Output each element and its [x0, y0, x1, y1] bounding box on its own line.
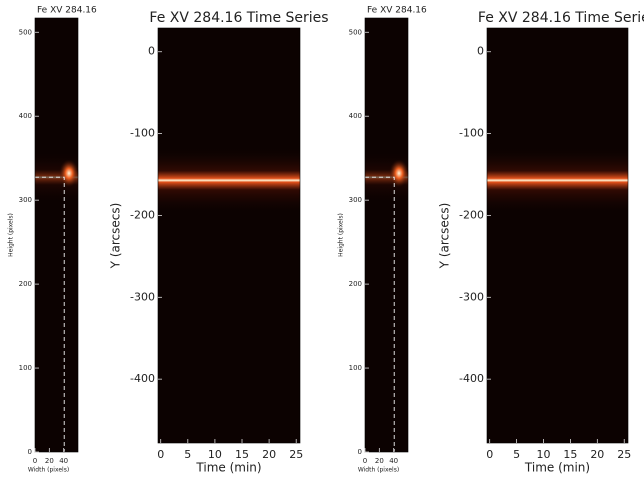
axes-frame [157, 27, 301, 444]
x-axis-label: Width (pixels) [358, 467, 399, 474]
axes-frame [364, 17, 409, 453]
panel-title: Fe XV 284.16 [367, 6, 427, 16]
y-axis-label: Y (arcsecs) [109, 203, 123, 270]
x-tick-label: 15 [563, 448, 577, 461]
y-tick-label: 200 [19, 280, 32, 288]
x-tick-label: 40 [59, 457, 68, 465]
image-background [365, 18, 408, 452]
y-tick-label: -300 [130, 290, 155, 303]
emission-loop [59, 159, 79, 188]
emission-band [487, 148, 628, 213]
y-tick-label: 0 [477, 45, 484, 58]
y-tick-label: 100 [19, 364, 32, 372]
x-tick-label: 20 [262, 448, 276, 461]
y-tick-label: 500 [349, 28, 362, 36]
x-tick-label: 25 [289, 448, 303, 461]
y-tick-label: 0 [358, 448, 362, 456]
y-tick-label: -400 [130, 372, 155, 385]
x-tick-label: 10 [208, 448, 222, 461]
panel-title: Fe XV 284.16 Time Series [478, 10, 644, 26]
dashed-guide [365, 176, 395, 452]
x-tick-label: 40 [389, 457, 398, 465]
y-axis-label: Y (arcsecs) [438, 203, 452, 270]
y-tick-label: -100 [130, 127, 155, 140]
x-tick-label: 20 [590, 448, 604, 461]
x-tick-label: 25 [617, 448, 631, 461]
x-axis-label: Time (min) [524, 461, 590, 475]
y-tick-label: -100 [459, 127, 484, 140]
y-tick-label: 400 [349, 112, 362, 120]
emission-loop [389, 159, 409, 188]
panel-title: Fe XV 284.16 [37, 6, 97, 16]
axes-frame [486, 27, 629, 444]
y-tick-label: 0 [28, 448, 32, 456]
x-axis-label: Time (min) [195, 461, 261, 475]
image-background [35, 18, 78, 452]
y-tick-label: 500 [19, 28, 32, 36]
y-axis-label: Height (pixels) [338, 213, 345, 257]
y-tick-label: -200 [459, 208, 484, 221]
y-tick-label: 400 [19, 112, 32, 120]
y-axis-label: Height (pixels) [8, 213, 15, 257]
x-tick-label: 5 [184, 448, 191, 461]
x-tick-label: 0 [157, 448, 164, 461]
x-tick-label: 0 [33, 457, 37, 465]
panel-title: Fe XV 284.16 Time Series [149, 10, 328, 26]
y-tick-label: 300 [19, 196, 32, 204]
y-tick-label: -200 [130, 208, 155, 221]
x-tick-label: 5 [513, 448, 520, 461]
emission-band [158, 148, 300, 213]
y-tick-label: 100 [349, 364, 362, 372]
dashed-guide [35, 176, 65, 452]
image-background [158, 28, 300, 443]
x-tick-label: 10 [537, 448, 551, 461]
x-tick-label: 0 [363, 457, 367, 465]
y-tick-label: 0 [148, 45, 155, 58]
x-tick-label: 20 [45, 457, 54, 465]
image-background [487, 28, 628, 443]
y-tick-label: 200 [349, 280, 362, 288]
x-axis-label: Width (pixels) [28, 467, 69, 474]
x-tick-label: 15 [235, 448, 249, 461]
x-tick-label: 20 [375, 457, 384, 465]
y-tick-label: 300 [349, 196, 362, 204]
x-tick-label: 0 [486, 448, 493, 461]
axes-frame [34, 17, 79, 453]
y-tick-label: -400 [459, 372, 484, 385]
y-tick-label: -300 [459, 290, 484, 303]
